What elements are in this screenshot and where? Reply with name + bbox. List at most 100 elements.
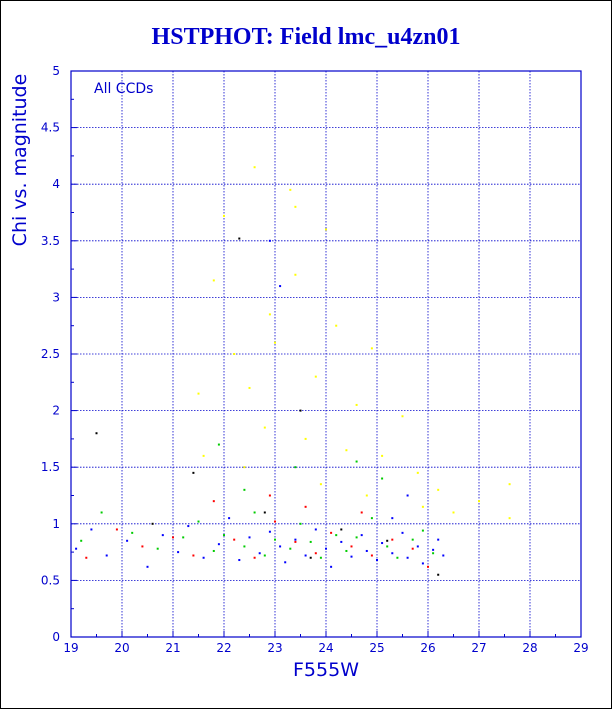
data-point <box>335 324 338 327</box>
data-point <box>248 386 251 389</box>
x-tick-label: 19 <box>63 641 78 655</box>
data-point <box>100 511 103 514</box>
data-point <box>243 488 246 491</box>
data-point <box>314 528 317 531</box>
y-tick-label: 2.5 <box>41 347 60 361</box>
data-point <box>432 548 435 551</box>
data-point <box>161 534 164 537</box>
data-point <box>192 471 195 474</box>
y-axis-label: Chi vs. magnitude <box>9 74 31 247</box>
data-point <box>381 542 384 545</box>
data-point <box>370 517 373 520</box>
x-tick-label: 20 <box>114 641 129 655</box>
data-point <box>263 426 266 429</box>
x-tick-label: 23 <box>267 641 282 655</box>
data-point <box>258 552 261 555</box>
data-point <box>268 239 271 242</box>
data-point <box>437 538 440 541</box>
data-point <box>253 511 256 514</box>
data-point <box>274 520 276 523</box>
data-point <box>248 536 251 539</box>
data-point <box>263 511 266 514</box>
x-tick-label: 27 <box>471 641 486 655</box>
data-point <box>197 392 200 395</box>
y-tick-label: 1.5 <box>41 460 60 474</box>
data-point <box>212 549 215 552</box>
data-point <box>421 505 424 508</box>
data-point <box>304 505 307 508</box>
data-point <box>319 483 322 486</box>
data-point <box>156 547 159 550</box>
data-point <box>427 565 429 568</box>
data-point <box>274 341 276 344</box>
data-point <box>350 545 353 548</box>
y-tick-label: 0 <box>52 630 60 644</box>
data-point <box>243 545 246 548</box>
data-point <box>202 454 205 457</box>
data-point <box>284 561 287 564</box>
data-point <box>432 552 435 555</box>
data-point <box>289 547 292 550</box>
data-point <box>330 531 333 534</box>
data-point <box>442 554 445 557</box>
y-axis-ticks: 0 0.5 1 1.5 2 2.5 3 3.5 4 4.5 5 <box>41 64 77 644</box>
data-point <box>309 556 312 559</box>
x-tick-label: 29 <box>573 641 588 655</box>
data-point <box>421 562 424 565</box>
data-point <box>355 536 358 539</box>
data-point <box>355 403 358 406</box>
data-point <box>391 538 394 541</box>
x-tick-label: 26 <box>420 641 435 655</box>
data-point <box>350 555 353 558</box>
data-point <box>228 517 231 520</box>
data-point <box>294 466 297 469</box>
y-tick-label: 2 <box>52 404 60 418</box>
data-point <box>508 483 511 486</box>
data-point <box>355 460 358 463</box>
data-point <box>345 549 348 552</box>
data-point <box>126 539 129 542</box>
x-axis-ticks: 19 20 21 22 23 24 25 26 27 28 29 <box>63 631 589 655</box>
data-point <box>508 517 511 520</box>
annotation-all-ccds: All CCDs <box>94 81 153 97</box>
data-point <box>146 565 149 568</box>
data-point <box>172 536 174 539</box>
data-point <box>177 551 180 554</box>
data-point <box>299 522 302 525</box>
data-point <box>411 547 414 550</box>
data-point <box>233 538 236 541</box>
data-point <box>294 540 297 543</box>
data-point <box>243 466 246 469</box>
y-tick-label: 4.5 <box>41 121 60 135</box>
data-point <box>304 554 307 557</box>
data-point <box>294 538 297 541</box>
y-tick-label: 0.5 <box>41 573 60 587</box>
data-point <box>238 237 241 240</box>
data-point <box>376 559 378 562</box>
data-point <box>416 471 419 474</box>
data-point <box>335 534 338 537</box>
data-point <box>131 531 134 534</box>
data-point <box>90 528 93 531</box>
data-point <box>452 511 455 514</box>
data-point <box>253 556 256 559</box>
data-point <box>299 409 302 412</box>
data-point <box>304 437 307 440</box>
y-tick-label: 1 <box>52 517 60 531</box>
data-point <box>360 534 363 537</box>
data-point <box>325 228 327 231</box>
data-point <box>294 273 297 276</box>
chart-title: HSTPHOT: Field lmc_u4zn01 <box>151 24 461 50</box>
x-axis-label: F555W <box>293 659 359 681</box>
y-tick-label: 4 <box>52 177 60 191</box>
data-point <box>386 545 389 548</box>
grid-lines <box>71 71 581 637</box>
data-point <box>340 528 343 531</box>
data-point <box>253 166 256 169</box>
data-point <box>365 494 368 497</box>
data-point <box>233 353 236 355</box>
data-point <box>192 554 195 557</box>
data-point <box>85 556 88 559</box>
